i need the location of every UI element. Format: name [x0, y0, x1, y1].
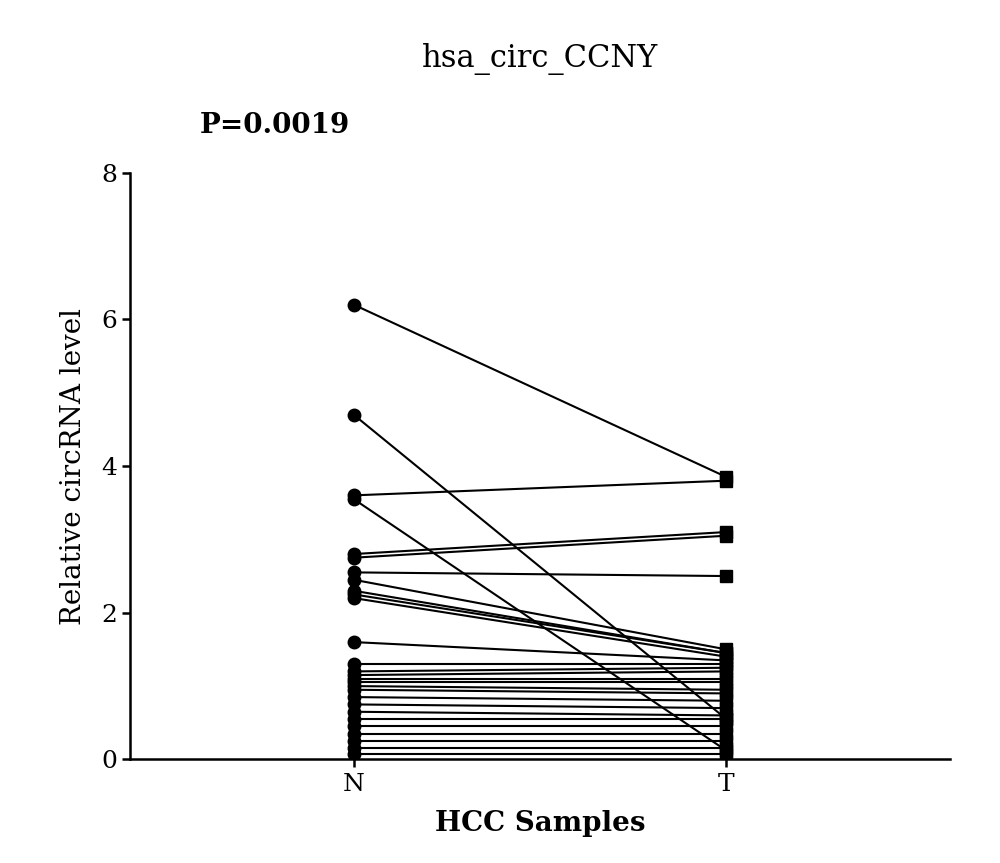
Text: P=0.0019: P=0.0019	[200, 112, 350, 139]
X-axis label: HCC Samples: HCC Samples	[435, 809, 645, 836]
Y-axis label: Relative circRNA level: Relative circRNA level	[60, 307, 87, 625]
Text: hsa_circ_CCNY: hsa_circ_CCNY	[422, 43, 658, 75]
